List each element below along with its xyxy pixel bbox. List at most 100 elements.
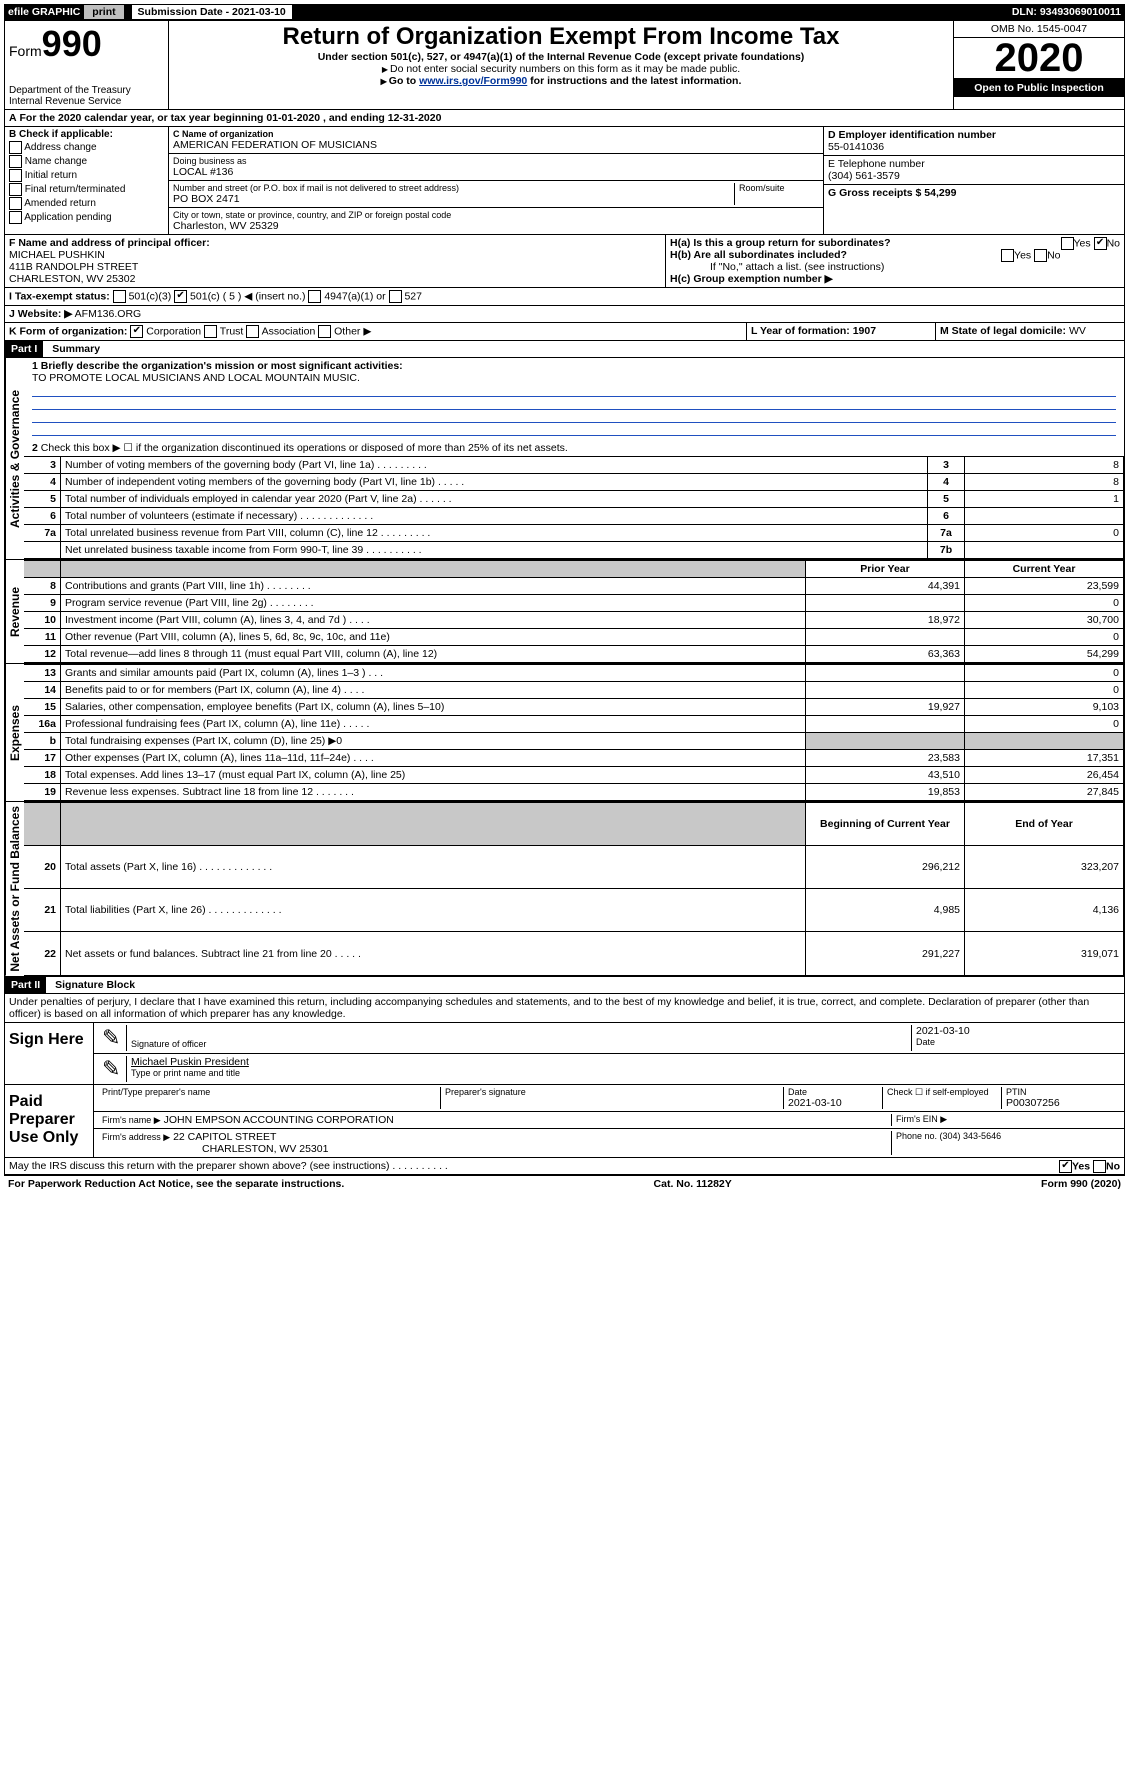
public-inspection: Open to Public Inspection bbox=[954, 79, 1124, 97]
amended-return-label: Amended return bbox=[24, 198, 96, 209]
sig-date-label: Date bbox=[916, 1037, 1116, 1047]
part1-title: Summary bbox=[46, 341, 106, 357]
discuss-yes-checkbox[interactable] bbox=[1059, 1160, 1072, 1173]
top-bar: efile GRAPHIC print Submission Date - 20… bbox=[4, 4, 1125, 20]
association-checkbox[interactable] bbox=[246, 325, 259, 338]
city-label: City or town, state or province, country… bbox=[173, 210, 819, 220]
pen-icon: ✎ bbox=[98, 1025, 127, 1051]
j-label: J Website: ▶ bbox=[9, 308, 72, 320]
hb-label: H(b) Are all subordinates included? bbox=[670, 249, 847, 261]
application-pending-checkbox[interactable] bbox=[9, 211, 22, 224]
initial-return-checkbox[interactable] bbox=[9, 169, 22, 182]
f-label: F Name and address of principal officer: bbox=[9, 237, 210, 249]
room-label: Room/suite bbox=[739, 183, 819, 193]
tax-year-range: For the 2020 calendar year, or tax year … bbox=[20, 112, 442, 124]
firm-addr-label: Firm's address ▶ bbox=[102, 1132, 170, 1142]
perjury-text: Under penalties of perjury, I declare th… bbox=[5, 994, 1124, 1023]
q1-label: 1 Briefly describe the organization's mi… bbox=[32, 360, 403, 372]
goto-suffix: for instructions and the latest informat… bbox=[527, 75, 741, 87]
officer-name: MICHAEL PUSHKIN bbox=[9, 249, 661, 261]
vert-netassets: Net Assets or Fund Balances bbox=[5, 802, 24, 976]
form-subtitle: Under section 501(c), 527, or 4947(a)(1)… bbox=[173, 51, 949, 63]
form-ref: Form 990 (2020) bbox=[1041, 1178, 1121, 1190]
dln-label: DLN: 93493069010011 bbox=[1012, 6, 1121, 18]
amended-return-checkbox[interactable] bbox=[9, 197, 22, 210]
discuss-text: May the IRS discuss this return with the… bbox=[9, 1160, 448, 1172]
form-id-block: Form990 Department of the Treasury Inter… bbox=[5, 21, 169, 109]
final-return-label: Final return/terminated bbox=[25, 184, 126, 195]
discuss-yes-label: Yes bbox=[1072, 1160, 1090, 1172]
ha-label: H(a) Is this a group return for subordin… bbox=[670, 237, 891, 249]
address-change-checkbox[interactable] bbox=[9, 141, 22, 154]
col-b-checkboxes: B Check if applicable: Address change Na… bbox=[5, 127, 169, 234]
other-checkbox[interactable] bbox=[318, 325, 331, 338]
print-button[interactable]: print bbox=[83, 4, 124, 20]
501c-label: 501(c) ( 5 ) ◀ (insert no.) bbox=[190, 290, 305, 302]
paperwork-notice: For Paperwork Reduction Act Notice, see … bbox=[8, 1178, 344, 1190]
vert-governance: Activities & Governance bbox=[5, 358, 24, 559]
firm-name: JOHN EMPSON ACCOUNTING CORPORATION bbox=[164, 1114, 394, 1126]
hb-no-checkbox[interactable] bbox=[1034, 249, 1047, 262]
q2-text: Check this box ▶ ☐ if the organization d… bbox=[41, 442, 568, 454]
netassets-table: Beginning of Current YearEnd of Year20To… bbox=[24, 802, 1124, 976]
form-label: Form bbox=[9, 43, 42, 59]
addr-value: PO BOX 2471 bbox=[173, 193, 730, 205]
m-label: M State of legal domicile: bbox=[940, 325, 1066, 337]
phone-value: (304) 561-3579 bbox=[828, 170, 1120, 182]
row-a: A For the 2020 calendar year, or tax yea… bbox=[5, 110, 1124, 127]
other-label: Other ▶ bbox=[334, 325, 371, 337]
addr-label: Number and street (or P.O. box if mail i… bbox=[173, 183, 730, 193]
sig-date: 2021-03-10 bbox=[916, 1025, 1116, 1037]
dept-label: Department of the Treasury bbox=[9, 85, 164, 96]
address-change-label: Address change bbox=[24, 142, 96, 153]
line bbox=[32, 399, 1116, 410]
instructions-link[interactable]: www.irs.gov/Form990 bbox=[419, 75, 527, 87]
col-b-header: B Check if applicable: bbox=[9, 129, 113, 140]
527-checkbox[interactable] bbox=[389, 290, 402, 303]
corporation-label: Corporation bbox=[146, 325, 201, 337]
vert-revenue: Revenue bbox=[5, 560, 24, 663]
association-label: Association bbox=[262, 325, 316, 337]
org-name: AMERICAN FEDERATION OF MUSICIANS bbox=[173, 139, 819, 151]
initial-return-label: Initial return bbox=[25, 170, 77, 181]
e-label: E Telephone number bbox=[828, 158, 1120, 170]
catalog-number: Cat. No. 11282Y bbox=[654, 1178, 732, 1190]
part2-header: Part II bbox=[5, 977, 46, 993]
efile-label: efile GRAPHIC bbox=[8, 6, 80, 18]
501c-checkbox[interactable] bbox=[174, 290, 187, 303]
final-return-checkbox[interactable] bbox=[9, 183, 22, 196]
k-label: K Form of organization: bbox=[9, 325, 127, 337]
ein-value: 55-0141036 bbox=[828, 141, 1120, 153]
discuss-no-checkbox[interactable] bbox=[1093, 1160, 1106, 1173]
hb-yes-checkbox[interactable] bbox=[1001, 249, 1014, 262]
self-employed-label: Check ☐ if self-employed bbox=[887, 1087, 997, 1098]
irs-label: Internal Revenue Service bbox=[9, 96, 164, 107]
name-change-checkbox[interactable] bbox=[9, 155, 22, 168]
hb-note: If "No," attach a list. (see instruction… bbox=[670, 261, 1120, 273]
goto-prefix: Go to bbox=[381, 75, 419, 87]
year-block: OMB No. 1545-0047 2020 Open to Public In… bbox=[954, 21, 1124, 109]
prep-date: 2021-03-10 bbox=[788, 1097, 878, 1109]
ha-no-checkbox[interactable] bbox=[1094, 237, 1107, 250]
q1-text: TO PROMOTE LOCAL MUSICIANS AND LOCAL MOU… bbox=[32, 372, 360, 384]
trust-checkbox[interactable] bbox=[204, 325, 217, 338]
line bbox=[32, 412, 1116, 423]
expenses-table: 13Grants and similar amounts paid (Part … bbox=[24, 664, 1124, 801]
application-pending-label: Application pending bbox=[24, 212, 111, 223]
4947-checkbox[interactable] bbox=[308, 290, 321, 303]
officer-printed-name: Michael Puskin President bbox=[131, 1056, 1116, 1068]
i-label: I Tax-exempt status: bbox=[9, 290, 110, 302]
c-label: C Name of organization bbox=[173, 129, 274, 139]
line bbox=[32, 386, 1116, 397]
form-title: Return of Organization Exempt From Incom… bbox=[173, 23, 949, 51]
sig-officer-label: Signature of officer bbox=[131, 1039, 907, 1049]
officer-addr2: CHARLESTON, WV 25302 bbox=[9, 273, 661, 285]
tax-year: 2020 bbox=[954, 38, 1124, 79]
d-label: D Employer identification number bbox=[828, 129, 996, 141]
firm-name-label: Firm's name ▶ bbox=[102, 1115, 161, 1125]
corporation-checkbox[interactable] bbox=[130, 325, 143, 338]
firm-addr2: CHARLESTON, WV 25301 bbox=[102, 1143, 328, 1155]
501c3-checkbox[interactable] bbox=[113, 290, 126, 303]
governance-table: 3Number of voting members of the governi… bbox=[24, 456, 1124, 559]
ha-yes-checkbox[interactable] bbox=[1061, 237, 1074, 250]
